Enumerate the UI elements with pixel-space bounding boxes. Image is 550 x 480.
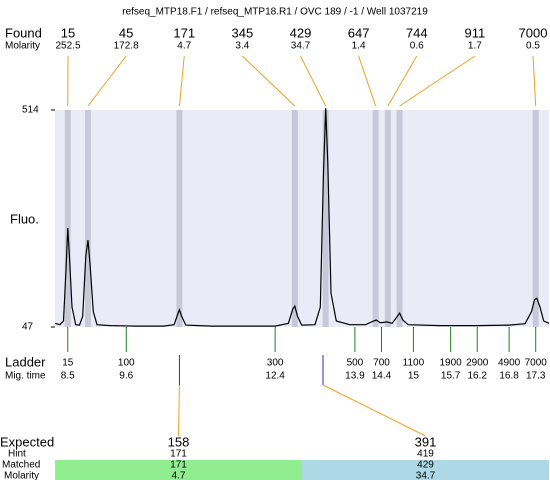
peak-band: [84, 110, 91, 327]
found-molarity-label: Molarity: [5, 41, 40, 52]
found-connector: [532, 55, 537, 107]
found-connector: [300, 55, 327, 107]
ladder-size: 300: [267, 358, 284, 369]
peak-band: [291, 110, 298, 327]
found-molarity: 252.5: [55, 41, 80, 52]
ladder-size: 7000: [525, 358, 548, 369]
mig-time: 15: [408, 371, 420, 382]
mig-time: 17.3: [526, 371, 546, 382]
peak-band: [396, 110, 403, 327]
found-label: Found: [5, 25, 42, 40]
found-connector: [358, 55, 377, 107]
found-size: 171: [173, 25, 195, 40]
ladder-size: 700: [373, 358, 390, 369]
matched-molarity: 4.7: [172, 471, 186, 480]
matched-column: [55, 460, 302, 480]
found-size: 647: [348, 25, 370, 40]
trace: [54, 108, 550, 327]
found-size: 744: [406, 25, 428, 40]
expected-size: 391: [415, 434, 437, 449]
expected-label: Expected: [0, 434, 54, 449]
mig-time: 15.7: [441, 371, 461, 382]
found-size: 15: [61, 25, 75, 40]
ladder-size: 1100: [403, 358, 425, 369]
found-molarity: 172.8: [114, 41, 139, 52]
mig-time: 13.9: [345, 371, 365, 382]
expected-connector: [178, 384, 180, 437]
peak-band: [532, 110, 539, 327]
mig-time: 14.4: [372, 371, 392, 382]
found-molarity: 0.5: [526, 41, 540, 52]
found-connector: [387, 55, 418, 107]
found-connector: [178, 55, 185, 107]
found-size: 45: [119, 25, 133, 40]
expected-size: 158: [168, 434, 190, 449]
matched-size: 429: [417, 460, 434, 471]
found-connector: [87, 55, 127, 107]
peak-band: [372, 110, 379, 327]
mig-time-label: Mig. time: [5, 371, 46, 382]
peak-band: [322, 110, 329, 327]
found-size: 345: [232, 25, 254, 40]
peak-band: [176, 110, 183, 327]
y-label: Fluo.: [10, 211, 39, 226]
matched-label: Matched: [2, 460, 40, 471]
found-molarity: 1.4: [352, 41, 366, 52]
expected-molarity-label: Molarity: [4, 471, 39, 480]
ladder-label: Ladder: [5, 354, 46, 369]
ladder-size: 4900: [498, 358, 521, 369]
peak-band: [384, 110, 391, 327]
matched-size: 171: [170, 460, 187, 471]
hint-label: Hint: [8, 449, 26, 460]
matched-molarity: 34.7: [416, 471, 436, 480]
found-molarity: 1.7: [468, 41, 482, 52]
found-molarity: 3.4: [235, 41, 249, 52]
ladder-size: 2900: [466, 358, 489, 369]
found-molarity: 0.6: [410, 41, 424, 52]
plot-area: [55, 110, 549, 327]
found-molarity: 34.7: [291, 41, 311, 52]
mig-time: 8.5: [61, 371, 75, 382]
mig-time: 16.8: [499, 371, 519, 382]
hint-size: 171: [170, 449, 187, 460]
expected-connector: [322, 384, 426, 437]
matched-column: [302, 460, 549, 480]
mig-time: 12.4: [265, 371, 285, 382]
ladder-size: 500: [347, 358, 364, 369]
peak-band: [64, 110, 71, 327]
mig-time: 9.6: [119, 371, 133, 382]
y-tick-label: 47: [22, 322, 34, 333]
ladder-size: 15: [62, 358, 74, 369]
hint-size: 419: [417, 449, 434, 460]
title: refseq_MTP18.F1 / refseq_MTP18.R1 / OVC …: [122, 7, 428, 18]
ladder-size: 1900: [440, 358, 463, 369]
found-size: 7000: [519, 25, 548, 40]
found-molarity: 4.7: [177, 41, 191, 52]
found-connector: [399, 55, 476, 107]
ladder-size: 100: [118, 358, 135, 369]
y-tick-label: 514: [22, 105, 39, 116]
found-connector: [242, 55, 296, 107]
found-size: 429: [290, 25, 312, 40]
mig-time: 16.2: [467, 371, 487, 382]
found-size: 911: [465, 25, 486, 40]
